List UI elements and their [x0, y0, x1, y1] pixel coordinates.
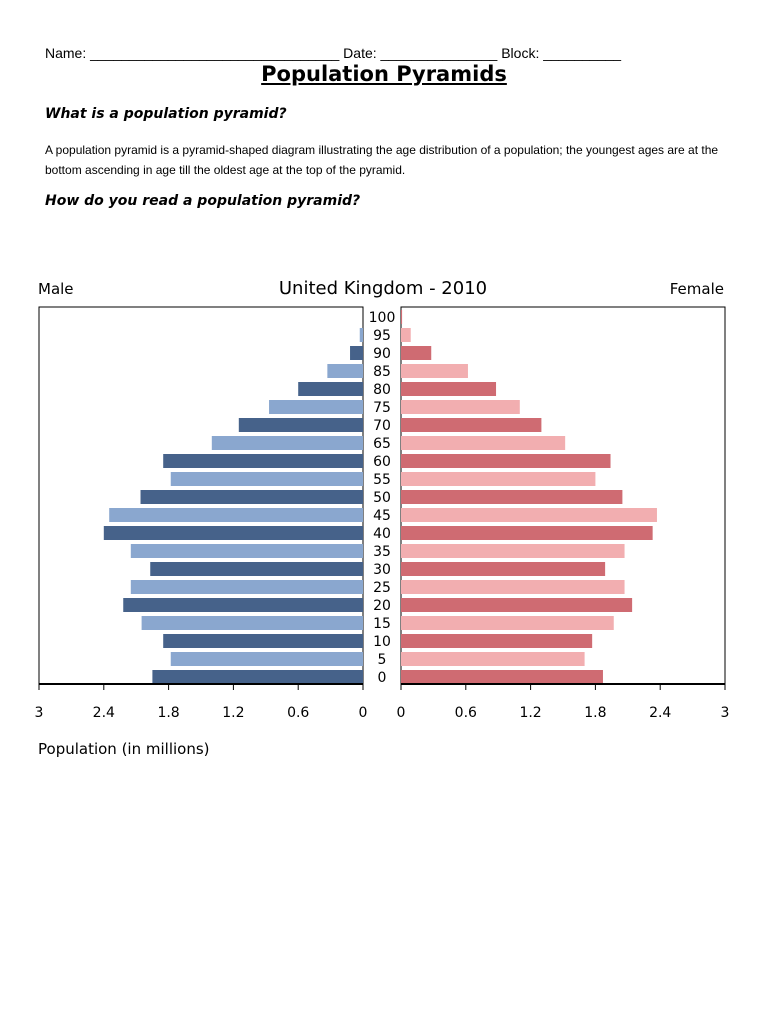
age-label-70: 70 [373, 418, 391, 434]
age-label-25: 25 [373, 580, 391, 596]
page-title: Population Pyramids [261, 62, 507, 86]
male-bar-70 [238, 418, 363, 432]
female-tick-label-3: 3 [721, 705, 730, 721]
female-bar-0 [401, 670, 603, 684]
female-bar-5 [401, 652, 585, 666]
male-bar-40 [103, 526, 364, 540]
age-label-40: 40 [373, 526, 391, 542]
male-tick-label-2.4: 2.4 [93, 705, 115, 721]
female-tick-label-1.2: 1.2 [519, 705, 541, 721]
female-bar-70 [401, 418, 542, 432]
female-tick-label-1.8: 1.8 [584, 705, 606, 721]
male-bar-30 [150, 562, 363, 576]
male-tick-label-1.8: 1.8 [157, 705, 179, 721]
male-bar-60 [163, 454, 363, 468]
age-label-95: 95 [373, 328, 391, 344]
age-label-75: 75 [373, 400, 391, 416]
male-label: Male [38, 280, 74, 298]
male-bar-95 [359, 328, 363, 342]
age-label-0: 0 [378, 670, 387, 686]
male-bar-45 [109, 508, 363, 522]
age-label-5: 5 [378, 652, 387, 668]
female-bar-65 [401, 436, 566, 450]
student-info-line: Name: ________________________________ D… [45, 45, 622, 61]
age-label-35: 35 [373, 544, 391, 560]
female-bar-10 [401, 634, 593, 648]
male-bar-75 [269, 400, 363, 414]
chart-title: United Kingdom - 2010 [279, 278, 487, 299]
female-label: Female [670, 280, 724, 298]
female-tick-label-0: 0 [397, 705, 406, 721]
female-bar-45 [401, 508, 657, 522]
male-bar-5 [170, 652, 363, 666]
male-tick-label-3: 3 [35, 705, 44, 721]
population-pyramid-chart: Male United Kingdom - 2010 Female 0 5 10 15… [35, 278, 730, 758]
female-tick-label-0.6: 0.6 [455, 705, 477, 721]
female-bar-80 [401, 382, 497, 396]
female-bar-85 [401, 364, 468, 378]
female-bar-60 [401, 454, 611, 468]
age-label-45: 45 [373, 508, 391, 524]
age-label-15: 15 [373, 616, 391, 632]
male-bar-20 [123, 598, 364, 612]
male-bar-0 [152, 670, 363, 684]
age-label-100: 100 [369, 310, 396, 326]
male-tick-label-0: 0 [359, 705, 368, 721]
x-axis-label: Population (in millions) [38, 740, 210, 758]
age-label-65: 65 [373, 436, 391, 452]
female-bar-75 [401, 400, 520, 414]
female-bar-15 [401, 616, 614, 630]
age-label-50: 50 [373, 490, 391, 506]
male-bar-10 [163, 634, 363, 648]
question-how-to-read: How do you read a population pyramid? [45, 193, 361, 209]
female-bar-20 [401, 598, 633, 612]
age-label-90: 90 [373, 346, 391, 362]
age-label-20: 20 [373, 598, 391, 614]
male-tick-label-0.6: 0.6 [287, 705, 309, 721]
male-bar-80 [298, 382, 363, 396]
question-what-is: What is a population pyramid? [45, 106, 287, 122]
age-label-30: 30 [373, 562, 391, 578]
age-label-10: 10 [373, 634, 391, 650]
female-bar-25 [401, 580, 625, 594]
female-bar-35 [401, 544, 625, 558]
male-bar-50 [140, 490, 363, 504]
male-bar-55 [170, 472, 363, 486]
male-bar-25 [130, 580, 363, 594]
female-bar-40 [401, 526, 653, 540]
female-bar-100 [401, 310, 403, 324]
male-bar-90 [350, 346, 363, 360]
age-label-85: 85 [373, 364, 391, 380]
male-bar-15 [141, 616, 363, 630]
female-tick-label-2.4: 2.4 [649, 705, 671, 721]
age-label-80: 80 [373, 382, 391, 398]
male-bar-65 [211, 436, 363, 450]
female-bar-95 [401, 328, 411, 342]
age-label-60: 60 [373, 454, 391, 470]
definition-paragraph: A population pyramid is a pyramid-shaped… [45, 143, 719, 177]
male-tick-label-1.2: 1.2 [222, 705, 244, 721]
male-bar-35 [130, 544, 363, 558]
age-label-55: 55 [373, 472, 391, 488]
female-bar-90 [401, 346, 432, 360]
male-bar-85 [327, 364, 363, 378]
female-bar-50 [401, 490, 623, 504]
female-bar-30 [401, 562, 606, 576]
female-bar-55 [401, 472, 596, 486]
